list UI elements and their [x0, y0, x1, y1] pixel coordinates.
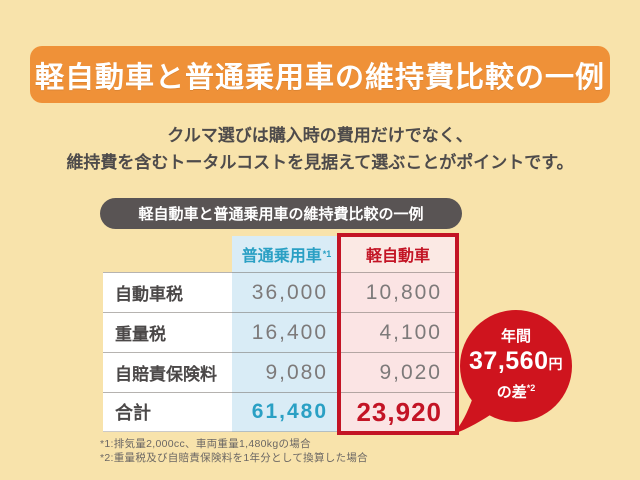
table-value-insurance-kei: 9,020: [341, 352, 455, 392]
regular-car-superscript: *1: [322, 248, 332, 259]
table-value-weight-tax-regular: 16,400: [232, 312, 341, 352]
section-pill-label: 軽自動車と普通乗用車の維持費比較の一例: [138, 206, 424, 223]
table-row-label-weight-tax: 重量税: [103, 312, 232, 352]
speech-bubble-shape: [453, 310, 572, 434]
table-header-kei-car: 軽自動車: [341, 236, 455, 272]
footnote-1: *1:排気量2,000cc、車両重量1,480kgの場合: [100, 438, 311, 450]
title-banner: 軽自動車と普通乗用車の維持費比較の一例: [30, 46, 610, 103]
table-value-total-kei: 23,920: [341, 392, 455, 432]
bubble-line-annual: 年間: [500, 328, 531, 345]
bubble-amount-unit: 円: [548, 356, 563, 372]
table-value-insurance-regular: 9,080: [232, 352, 341, 392]
footnotes: *1:排気量2,000cc、車両重量1,480kgの場合 *2:重量税及び自賠責…: [100, 437, 368, 465]
footnote-2: *2:重量税及び自賠責保険料を1年分として換算した場合: [100, 452, 368, 464]
table-value-total-regular: 61,480: [232, 392, 341, 432]
section-pill: 軽自動車と普通乗用車の維持費比較の一例: [100, 198, 462, 229]
bubble-amount: 37,560円: [450, 346, 582, 379]
kei-car-header-label: 軽自動車: [365, 248, 430, 265]
table-row-label-auto-tax: 自動車税: [103, 272, 232, 312]
table-value-auto-tax-kei: 10,800: [341, 272, 455, 312]
subtitle: クルマ選びは購入時の費用だけでなく、 維持費を含むトータルコストを見据えて選ぶこ…: [0, 122, 640, 176]
annual-savings-bubble: 年間 37,560円 の差*2: [450, 306, 590, 438]
bubble-amount-number: 37,560: [469, 347, 549, 375]
subtitle-line-1: クルマ選びは購入時の費用だけでなく、: [167, 126, 473, 145]
table-value-weight-tax-kei: 4,100: [341, 312, 455, 352]
table-row-label-insurance: 自賠責保険料: [103, 352, 232, 392]
bubble-difference-text: の差: [496, 384, 527, 401]
bubble-line-difference: の差*2: [450, 379, 582, 402]
table-row-label-total: 合計: [103, 392, 232, 432]
subtitle-line-2: 維持費を含むトータルコストを見据えて選ぶことがポイントです。: [66, 153, 574, 172]
table-header-blank: [103, 236, 232, 272]
cost-comparison-table: 普通乗用車 *1 軽自動車 自動車税 36,000 10,800 重量税 16,4…: [103, 233, 459, 435]
page-title: 軽自動車と普通乗用車の維持費比較の一例: [34, 61, 605, 94]
bubble-text: 年間 37,560円 の差*2: [450, 328, 582, 402]
table-value-auto-tax-regular: 36,000: [232, 272, 341, 312]
regular-car-header-label: 普通乗用車: [241, 248, 322, 265]
table-header-regular-car: 普通乗用車 *1: [232, 236, 341, 272]
bubble-superscript: *2: [526, 383, 536, 393]
